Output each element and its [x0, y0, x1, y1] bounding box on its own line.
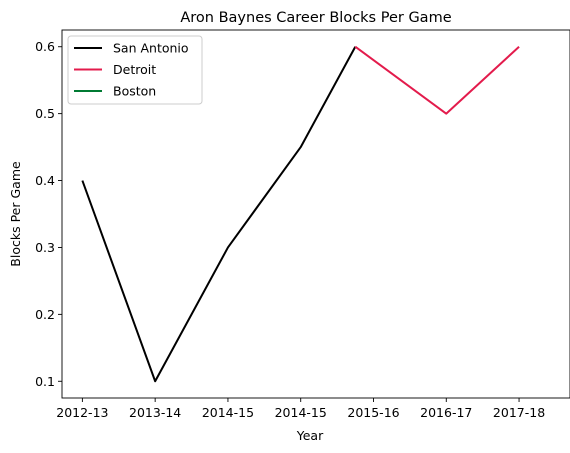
legend-box: [67, 35, 203, 105]
x-axis: 2012-13 2013-14 2014-15 2014-15 2015-16 2016-…: [56, 398, 545, 420]
x-tick-label: 2013-14: [129, 405, 181, 420]
legend-label: San Antonio: [113, 41, 189, 56]
x-tick-label: 2017-18: [493, 405, 545, 420]
series-line-san-antonio: [81, 46, 357, 383]
x-tick-label: 2012-13: [56, 405, 108, 420]
x-tick-label: 2016-17: [420, 405, 472, 420]
x-tick-label: 2014-15: [202, 405, 254, 420]
y-tick-label: 0.5: [35, 106, 55, 121]
y-axis: 0.1 0.2 0.3 0.4 0.5 0.6: [35, 39, 62, 389]
series-line-detroit: [354, 45, 520, 115]
plot-area-frame: [61, 29, 570, 399]
series-layer: [81, 45, 520, 383]
legend-label: Detroit: [113, 62, 156, 77]
y-axis-label: Blocks Per Game: [8, 161, 23, 267]
y-tick-label: 0.2: [35, 307, 55, 322]
chart-title: Aron Baynes Career Blocks Per Game: [180, 10, 451, 26]
legend: San Antonio Detroit Boston: [67, 35, 203, 105]
x-axis-label: Year: [296, 428, 324, 443]
x-tick-label: 2015-16: [347, 405, 399, 420]
y-tick-label: 0.1: [35, 374, 55, 389]
y-tick-label: 0.6: [35, 39, 55, 54]
x-tick-label: 2014-15: [275, 405, 327, 420]
legend-label: Boston: [113, 84, 156, 99]
y-tick-label: 0.4: [35, 173, 55, 188]
y-tick-label: 0.3: [35, 240, 55, 255]
